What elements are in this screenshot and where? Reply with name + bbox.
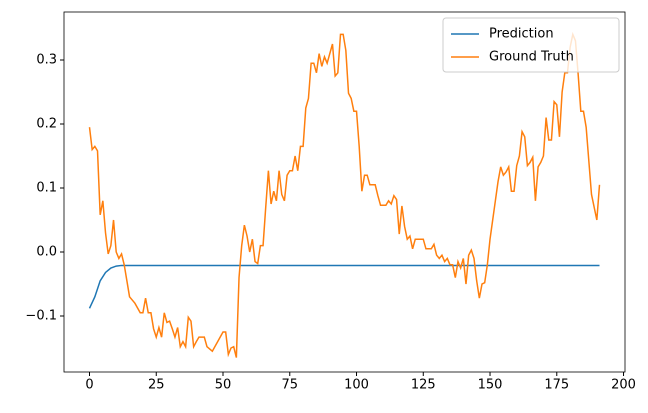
plot-frame [63,11,626,373]
y-tick-label: 0.0 [36,245,57,260]
legend-box [442,17,620,73]
legend-label: Prediction [489,27,554,42]
x-tick-label: 200 [611,378,636,393]
y-tick-label: 0.2 [36,117,57,132]
y-tick-label: −0.1 [25,309,57,324]
x-tick-label: 0 [85,378,93,393]
y-tick-label: 0.1 [36,181,57,196]
x-tick-label: 150 [478,378,503,393]
x-tick-label: 100 [344,378,369,393]
x-tick-label: 175 [544,378,569,393]
x-tick-label: 50 [215,378,232,393]
line-series [88,31,601,358]
y-tick-label: 0.3 [36,53,57,68]
legend-label: Ground Truth [489,50,574,65]
x-tick-label: 125 [411,378,436,393]
x-tick-label: 25 [148,378,165,393]
line-series [88,264,600,309]
x-tick-label: 75 [281,378,298,393]
